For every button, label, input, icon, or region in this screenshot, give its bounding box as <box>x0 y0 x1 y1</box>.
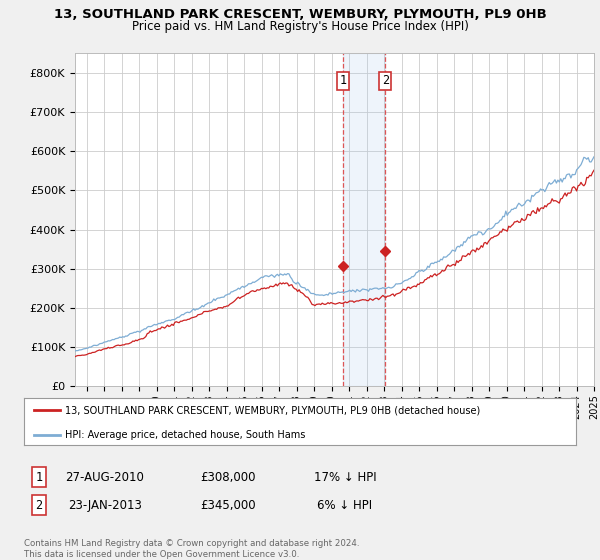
Text: 27-AUG-2010: 27-AUG-2010 <box>65 470 145 484</box>
Text: 17% ↓ HPI: 17% ↓ HPI <box>314 470 376 484</box>
Text: 23-JAN-2013: 23-JAN-2013 <box>68 498 142 512</box>
Text: 2: 2 <box>382 74 389 87</box>
Text: £308,000: £308,000 <box>200 470 256 484</box>
Text: 13, SOUTHLAND PARK CRESCENT, WEMBURY, PLYMOUTH, PL9 0HB: 13, SOUTHLAND PARK CRESCENT, WEMBURY, PL… <box>53 8 547 21</box>
Text: £345,000: £345,000 <box>200 498 256 512</box>
Bar <box>343 53 385 386</box>
Text: 1: 1 <box>340 74 347 87</box>
Text: 2: 2 <box>35 498 43 512</box>
Text: 1: 1 <box>35 470 43 484</box>
Text: Contains HM Land Registry data © Crown copyright and database right 2024.
This d: Contains HM Land Registry data © Crown c… <box>24 539 359 559</box>
Text: HPI: Average price, detached house, South Hams: HPI: Average price, detached house, Sout… <box>65 430 306 440</box>
Text: Price paid vs. HM Land Registry's House Price Index (HPI): Price paid vs. HM Land Registry's House … <box>131 20 469 33</box>
Text: 6% ↓ HPI: 6% ↓ HPI <box>317 498 373 512</box>
Text: 13, SOUTHLAND PARK CRESCENT, WEMBURY, PLYMOUTH, PL9 0HB (detached house): 13, SOUTHLAND PARK CRESCENT, WEMBURY, PL… <box>65 405 481 416</box>
